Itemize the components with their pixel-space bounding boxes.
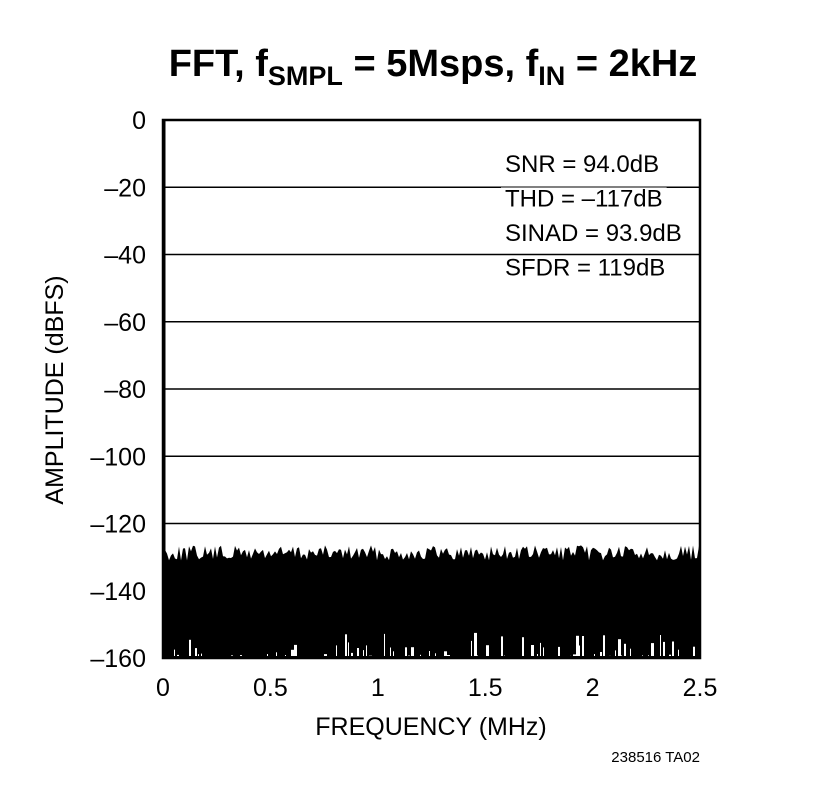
noise-gap	[393, 651, 394, 658]
x-tick-label: 2	[586, 674, 600, 702]
y-tick-label: –100	[90, 443, 146, 471]
noise-gap	[543, 647, 544, 658]
noise-gap	[174, 649, 175, 658]
noise-gap	[630, 648, 631, 658]
noise-gap	[600, 652, 602, 658]
x-tick-labels: 0 0.5 1 1.5 2 2.5	[156, 674, 717, 702]
noise-gap	[429, 651, 430, 658]
y-tick-label: –140	[90, 578, 146, 606]
y-tick-label: –40	[104, 242, 146, 270]
noise-gap	[471, 640, 472, 658]
noise-gap	[366, 645, 367, 658]
noise-gap	[615, 650, 616, 658]
metric-label: THD = –117dB	[505, 186, 663, 213]
metric-label: SINAD = 93.9dB	[505, 220, 682, 247]
noise-gap	[384, 633, 385, 658]
x-tick-label: 1	[371, 674, 385, 702]
noise-gap	[189, 639, 191, 658]
x-tick-label: 1.5	[468, 674, 503, 702]
x-axis-label: FREQUENCY (MHz)	[315, 713, 546, 741]
grid-lines	[163, 186, 700, 592]
noise-gap	[660, 635, 661, 658]
noise-gap	[624, 643, 626, 658]
noise-gap	[501, 636, 503, 658]
noise-gap	[276, 652, 277, 658]
metric-label-background	[501, 153, 664, 176]
noise-gap	[405, 647, 407, 658]
noise-gap	[195, 648, 197, 658]
noise-gap	[474, 632, 477, 658]
title-part-1: FFT, f	[169, 43, 269, 85]
y-axis-label: AMPLITUDE (dBFS)	[41, 275, 69, 504]
noise-gap	[576, 635, 579, 658]
noise-gap	[540, 642, 541, 658]
noise-gap	[558, 646, 560, 658]
title-subscript-smpl: SMPL	[268, 61, 343, 91]
title-part-2: = 5Msps, f	[343, 43, 539, 85]
metric-label: SNR = 94.0dB	[505, 151, 659, 178]
noise-gap	[663, 641, 665, 658]
metric-label-background	[501, 187, 667, 211]
x-tick-label: 2.5	[683, 674, 718, 702]
metric-label: SFDR = 119dB	[505, 255, 665, 282]
metrics-annotation: SNR = 94.0dB THD = –117dB SINAD = 93.9dB SF…	[501, 151, 686, 282]
noise-gap	[351, 652, 353, 658]
noise-gap	[348, 642, 349, 658]
noise-gap	[201, 653, 202, 658]
figure-number: 238516 TA02	[611, 749, 700, 766]
noise-gap	[603, 635, 605, 658]
y-tick-label: –120	[90, 511, 146, 539]
y-tick-label: –80	[104, 376, 146, 404]
noise-gap	[363, 650, 364, 658]
noise-gap	[531, 645, 534, 658]
y-tick-label: –20	[104, 174, 146, 202]
noise-gap	[678, 649, 679, 658]
noise-gap	[291, 649, 294, 658]
noise-gap	[435, 653, 436, 658]
noise-gap	[411, 647, 414, 658]
noise-gap	[444, 651, 447, 658]
y-tick-label: 0	[132, 107, 146, 135]
noise-gap	[651, 643, 654, 658]
noise-gap	[672, 641, 674, 658]
y-tick-label: –160	[90, 645, 146, 673]
y-tick-label: –60	[104, 309, 146, 337]
y-tick-labels: 0 –20 –40 –60 –80 –100 –120 –140 –160	[90, 107, 146, 673]
noise-gap	[582, 636, 584, 658]
noise-floor-fill	[163, 545, 700, 658]
plot-frame	[161, 118, 702, 660]
noise-gap	[693, 646, 695, 658]
noise-gap	[579, 645, 580, 658]
noise-gap	[336, 645, 337, 658]
metric-label-background	[501, 256, 670, 280]
noise-gap	[345, 634, 347, 658]
noise-gap	[357, 648, 359, 658]
x-tick-label: 0.5	[253, 674, 288, 702]
chart-title: FFT, fSMPL = 5Msps, fIN = 2kHz	[169, 43, 698, 91]
noise-gap	[390, 647, 391, 658]
metric-label-background	[501, 222, 686, 245]
noise-gap	[486, 645, 489, 658]
title-part-3: = 2kHz	[565, 43, 697, 85]
noise-gap	[522, 637, 524, 658]
noise-floor	[163, 545, 700, 658]
x-tick-label: 0	[156, 674, 170, 702]
noise-gap	[618, 639, 621, 658]
noise-gap	[294, 644, 297, 658]
title-subscript-in: IN	[538, 61, 565, 91]
